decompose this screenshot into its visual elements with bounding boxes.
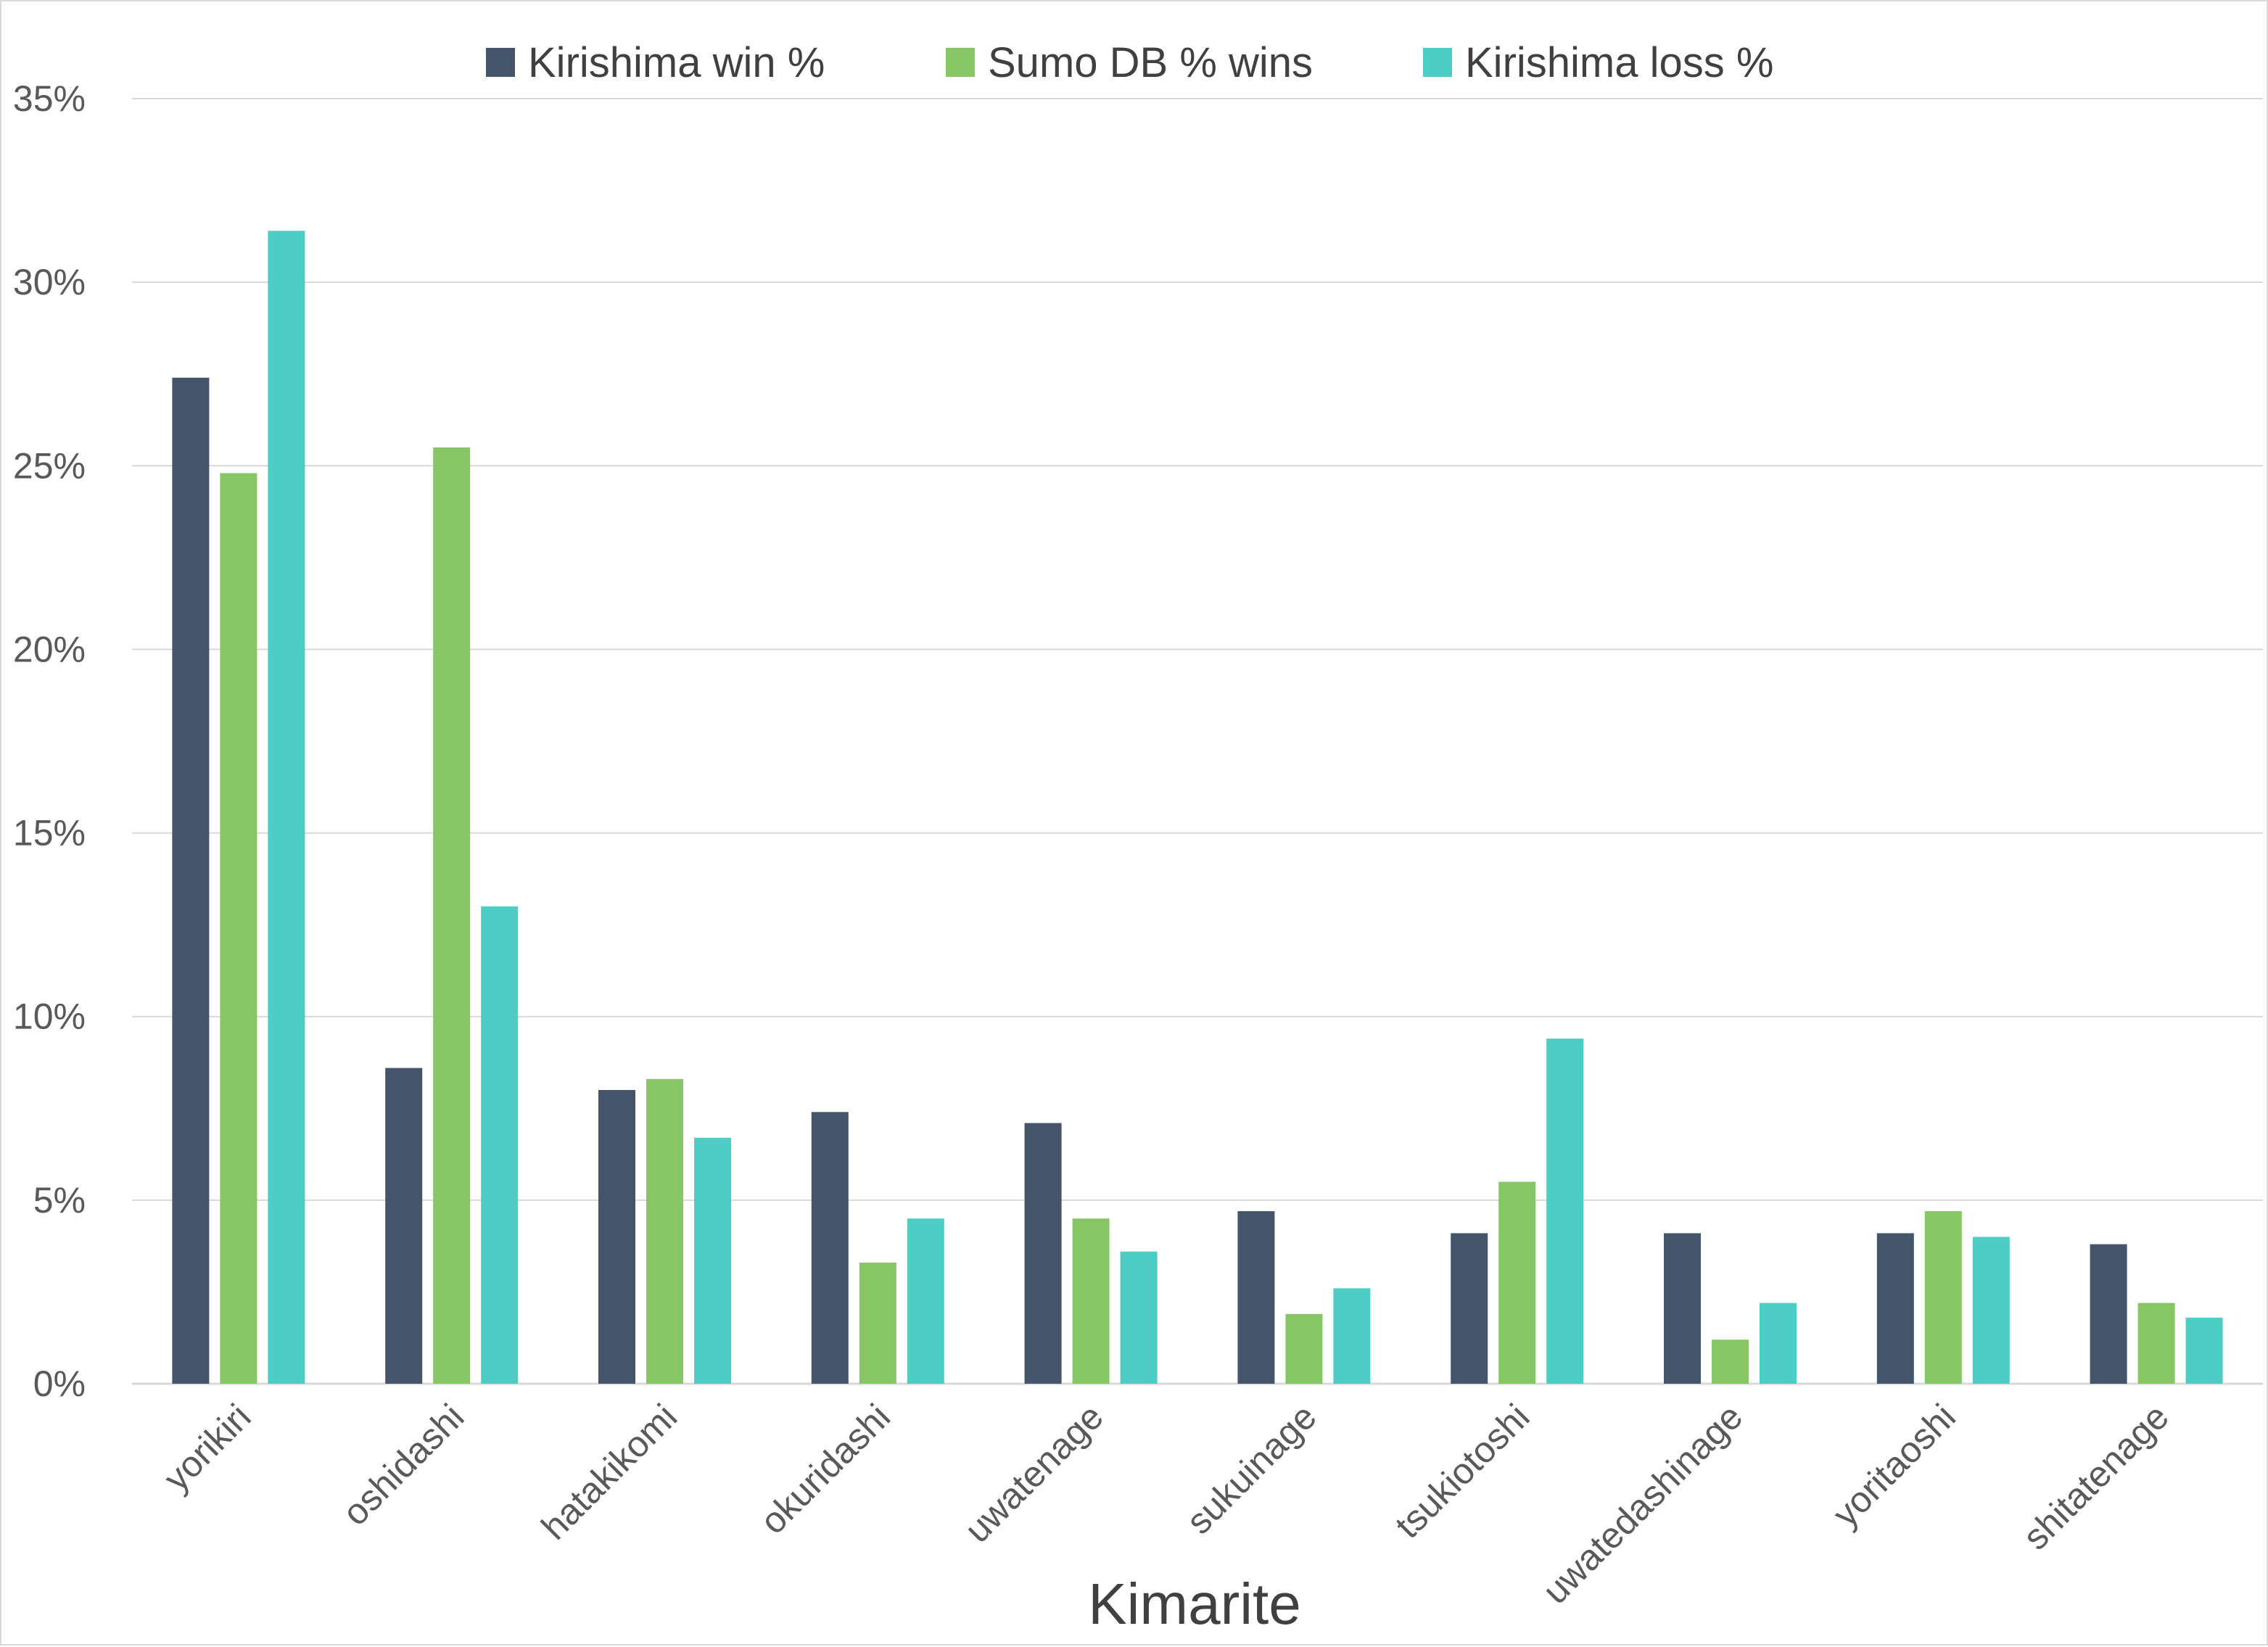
x-tick-label: uwatedashinage: [1535, 1396, 1750, 1611]
bar: [1498, 1181, 1536, 1384]
bar: [2137, 1303, 2175, 1384]
bar: [1664, 1233, 1701, 1384]
y-tick-label: 15%: [13, 813, 86, 854]
x-tick-label: oshidashi: [334, 1396, 471, 1533]
bar: [1024, 1123, 1062, 1384]
x-tick-label: okuridashi: [752, 1396, 898, 1542]
y-tick-label: 10%: [13, 996, 86, 1037]
bar: [433, 447, 471, 1384]
bar: [598, 1089, 635, 1384]
bar: [2185, 1317, 2223, 1384]
bar: [646, 1078, 683, 1384]
x-tick-label: tsukiotoshi: [1387, 1396, 1538, 1546]
y-tick-label: 25%: [13, 445, 86, 486]
bar: [1712, 1340, 1749, 1384]
x-axis-title: Kimarite: [1088, 1572, 1300, 1636]
y-axis-ticks: 0% 5% 10% 15% 20% 25% 30% 35%: [13, 78, 86, 1404]
x-tick-label: uwatenage: [957, 1396, 1111, 1551]
y-tick-label: 0%: [33, 1363, 86, 1404]
x-tick-label: yorikiri: [156, 1396, 259, 1499]
legend-label: Kirishima win %: [528, 39, 825, 86]
bar: [1972, 1237, 2010, 1384]
y-tick-label: 20%: [13, 629, 86, 669]
y-tick-label: 30%: [13, 262, 86, 302]
bar: [1072, 1218, 1110, 1384]
bar: [1285, 1313, 1323, 1384]
bar: [1451, 1233, 1488, 1384]
x-tick-label: shitatenage: [2015, 1396, 2176, 1557]
bar: [172, 377, 210, 1384]
bar: [220, 473, 257, 1384]
bars: [172, 231, 2223, 1384]
bar: [1333, 1288, 1371, 1384]
legend: Kirishima win % Sumo DB % wins Kirishima l…: [486, 39, 1773, 86]
bar: [859, 1262, 896, 1384]
bar: [907, 1218, 944, 1384]
legend-swatch: [946, 48, 975, 77]
bar: [268, 231, 305, 1384]
bar: [694, 1137, 731, 1384]
x-tick-label: hatakikomi: [534, 1396, 685, 1548]
x-tick-label: yoritaoshi: [1825, 1396, 1963, 1535]
bar: [1924, 1211, 1962, 1384]
x-tick-label: sukuinage: [1179, 1396, 1324, 1542]
legend-swatch: [1423, 48, 1452, 77]
bar: [1546, 1039, 1584, 1384]
bar: [481, 906, 519, 1384]
bar: [1876, 1233, 1914, 1384]
bar: [1760, 1303, 1797, 1384]
legend-label: Kirishima loss %: [1465, 39, 1773, 86]
y-tick-label: 35%: [13, 78, 86, 119]
bar: [1120, 1251, 1158, 1384]
bar: [811, 1112, 849, 1384]
bar: [385, 1068, 423, 1384]
bar: [2090, 1244, 2127, 1384]
legend-swatch: [486, 48, 515, 77]
bar: [1237, 1211, 1275, 1384]
legend-label: Sumo DB % wins: [988, 39, 1313, 86]
y-tick-label: 5%: [33, 1180, 86, 1221]
